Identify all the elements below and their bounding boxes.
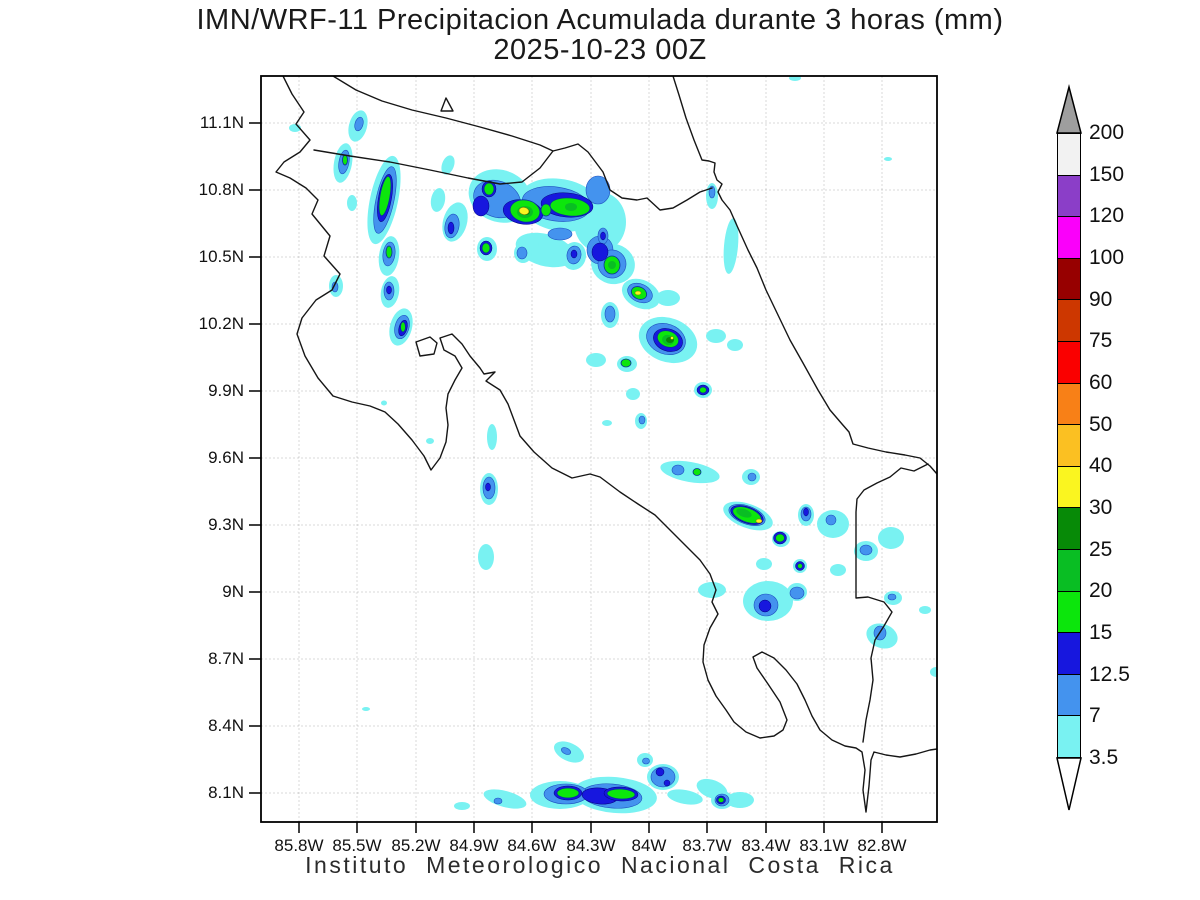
colorbar-label: 12.5 [1089, 663, 1130, 686]
lat-tick-label: 10.8N [198, 180, 244, 199]
lon-tick-label: 83.7W [682, 836, 732, 855]
colorbar-label: 3.5 [1089, 746, 1119, 769]
coastline-costa-rica [275, 76, 937, 813]
lat-tick-label: 9.9N [208, 381, 244, 400]
colorbar-label: 150 [1089, 163, 1125, 186]
colorbar-segment [1058, 465, 1080, 508]
lon-tick-label: 82.8W [857, 836, 907, 855]
lon-tick-label: 84W [631, 836, 667, 855]
lake-nicaragua-shore [332, 76, 554, 152]
page-subtitle-datetime: 2025-10-23 00Z [493, 34, 707, 66]
colorbar-label: 100 [1089, 246, 1125, 269]
lat-tick-label: 8.1N [208, 783, 244, 802]
lake-island-outline [440, 97, 454, 112]
colorbar-label: 60 [1089, 371, 1113, 394]
colorbar-under-arrow [1056, 757, 1082, 811]
lat-tick-label: 10.5N [198, 247, 244, 266]
lat-tick-label: 10.2N [198, 314, 244, 333]
panama-border-line [855, 463, 929, 743]
colorbar [1057, 133, 1081, 758]
chira-island-outline [415, 336, 438, 357]
colorbar-segment [1058, 507, 1080, 549]
colorbar-segment [1058, 340, 1080, 383]
colorbar-label: 200 [1089, 121, 1125, 144]
colorbar-label: 120 [1089, 204, 1125, 227]
lon-tick-label: 85.5W [332, 836, 382, 855]
colorbar-label: 40 [1089, 454, 1113, 477]
colorbar-segment [1058, 632, 1080, 674]
lon-tick-label: 83.4W [741, 836, 791, 855]
pacific-coastline [275, 76, 937, 813]
colorbar-segment [1058, 257, 1080, 300]
axis-tick-marks [249, 122, 883, 833]
colorbar-over-arrow [1056, 84, 1082, 134]
colorbar-label: 50 [1089, 413, 1113, 436]
lat-tick-label: 9.3N [208, 515, 244, 534]
institution-caption: Instituto Meteorologico Nacional Costa R… [305, 852, 895, 878]
lat-tick-label: 11.1N [199, 113, 244, 132]
lat-tick-label: 8.4N [208, 716, 244, 735]
lon-tick-label: 84.9W [449, 836, 499, 855]
colorbar-label: 7 [1089, 704, 1101, 727]
colorbar-segment [1058, 715, 1080, 757]
caribbean-coastline [672, 76, 937, 475]
colorbar-label: 75 [1089, 329, 1113, 352]
colorbar-segment [1058, 673, 1080, 716]
colorbar-segment [1058, 424, 1080, 466]
colorbar-segment [1058, 134, 1080, 175]
lat-tick-label: 9N [222, 582, 244, 601]
colorbar-segment [1058, 590, 1080, 633]
precip-layer-30mm [518, 207, 763, 524]
colorbar-label: 15 [1089, 621, 1113, 644]
plot-frame [260, 75, 938, 823]
colorbar-label: 20 [1089, 579, 1113, 602]
colorbar-segment [1058, 382, 1080, 425]
colorbar-segment [1058, 216, 1080, 258]
lon-tick-label: 85.8W [274, 836, 324, 855]
colorbar-segment [1058, 299, 1080, 341]
colorbar-label: 90 [1089, 288, 1113, 311]
lat-tick-label: 8.7N [208, 649, 244, 668]
lon-tick-label: 83.1W [799, 836, 849, 855]
colorbar-label: 25 [1089, 538, 1113, 561]
page-title: IMN/WRF-11 Precipitacion Acumulada duran… [196, 4, 1004, 36]
colorbar-segment [1058, 174, 1080, 217]
lon-tick-label: 85.2W [391, 836, 441, 855]
lon-tick-label: 84.6W [507, 836, 557, 855]
lon-tick-label: 84.3W [566, 836, 616, 855]
nicaragua-border-line [313, 143, 713, 211]
colorbar-label: 30 [1089, 496, 1113, 519]
lat-tick-label: 9.6N [208, 448, 244, 467]
colorbar-segment [1058, 548, 1080, 591]
